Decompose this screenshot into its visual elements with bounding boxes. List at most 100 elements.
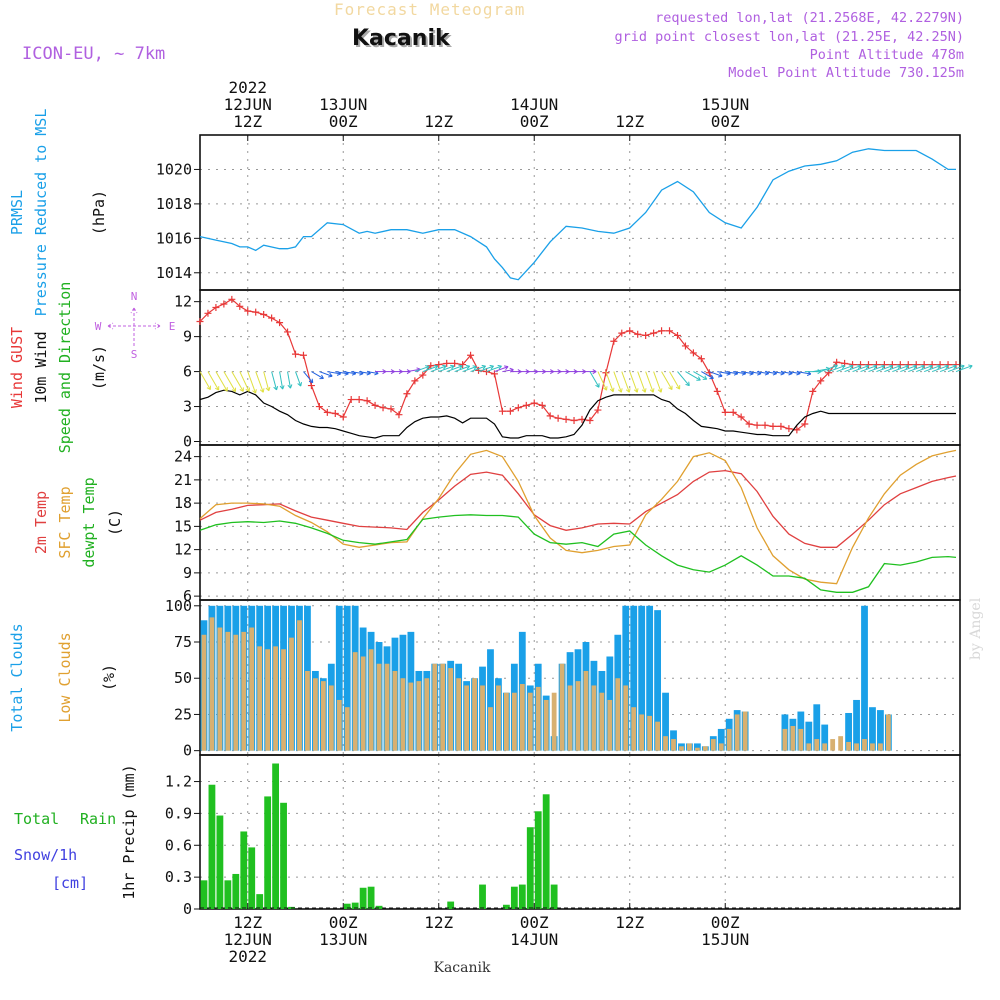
- wind-direction-arrow: [207, 371, 220, 391]
- total-cloud-bar: [654, 610, 661, 751]
- top-time-label: 00Z: [520, 112, 549, 131]
- low-cloud-bar: [209, 617, 215, 751]
- low-cloud-bar: [241, 631, 247, 751]
- wind-arrow-head: [709, 374, 714, 380]
- low-cloud-bar: [806, 743, 812, 751]
- low-cloud-bar: [782, 728, 788, 751]
- rain-bar: [510, 886, 518, 909]
- gust-marker: [634, 330, 642, 338]
- label-cm: [cm]: [52, 874, 88, 892]
- wind-direction-arrow: [661, 371, 673, 390]
- gust-marker: [904, 361, 912, 369]
- gust-marker: [658, 327, 666, 335]
- wind-arrow-head: [450, 364, 455, 370]
- wind-direction-arrow: [836, 365, 853, 373]
- low-cloud-bar: [336, 699, 342, 751]
- gust-marker: [395, 411, 403, 419]
- wind-direction-arrow: [502, 369, 514, 373]
- label-precip-mm: 1hr Precip (mm): [120, 764, 138, 899]
- low-cloud-bar: [297, 620, 302, 751]
- wind-arrow-head: [848, 364, 854, 370]
- total-cloud-bar: [845, 712, 852, 751]
- gust-marker: [355, 396, 363, 404]
- y-tick-label: 9: [183, 564, 192, 582]
- low-cloud-bar: [615, 678, 621, 751]
- rain-bar: [375, 905, 383, 909]
- wind-arrow-head: [489, 364, 494, 370]
- wind-direction-arrow: [351, 371, 364, 375]
- panel-frame: [199, 289, 961, 446]
- rain-bar: [542, 794, 550, 909]
- gust-marker: [506, 407, 514, 415]
- gust-marker: [387, 405, 395, 413]
- gust-marker: [912, 361, 920, 369]
- gust-marker: [729, 408, 737, 416]
- gust-marker: [626, 327, 634, 335]
- panel-clouds: 0 25 50 75 100 Total Clouds Low Clouds (%): [8, 597, 961, 760]
- rain-bar: [518, 884, 526, 909]
- y-tick-label: 12: [174, 293, 192, 311]
- wind-arrow-head: [287, 384, 293, 389]
- gust-marker: [435, 361, 443, 369]
- top-time-label: 14JUN: [510, 95, 558, 114]
- gust-marker: [833, 358, 841, 366]
- wind-direction-arrow: [470, 365, 486, 373]
- gust-marker: [801, 420, 809, 428]
- low-cloud-bar: [511, 692, 517, 751]
- bottom-time-label: 00Z: [329, 913, 358, 932]
- gust-marker: [689, 349, 697, 357]
- y-tick-label: 0: [183, 900, 192, 918]
- y-tick-label: 100: [165, 597, 192, 615]
- gust-marker: [817, 377, 825, 385]
- wind-arrow-head: [442, 364, 447, 370]
- gust-marker: [936, 361, 944, 369]
- wind-arrow-head: [685, 381, 690, 387]
- wind-direction-arrow: [852, 365, 869, 373]
- wind-arrow-head: [595, 383, 600, 388]
- gust-marker: [212, 303, 220, 311]
- wind-direction-arrow: [741, 371, 754, 375]
- label-snow-1h: Snow/1h: [14, 846, 77, 864]
- low-cloud-bar: [519, 684, 525, 751]
- low-cloud-bar: [249, 627, 255, 751]
- wind-direction-arrow: [939, 365, 957, 373]
- y-tick-label: 75: [174, 633, 192, 651]
- low-cloud-bar: [289, 637, 294, 751]
- bottom-time-label: 12JUN: [224, 930, 272, 949]
- low-cloud-bar: [710, 739, 716, 751]
- requested-coordinates: requested lon,lat (21.2568E, 42.2279N): [655, 10, 964, 26]
- low-cloud-bar: [281, 649, 286, 751]
- gust-marker: [220, 300, 228, 308]
- wind-direction-arrow: [924, 365, 941, 373]
- series-line-10m-wind: [199, 389, 956, 439]
- wind-direction-arrow: [669, 371, 681, 390]
- wind-arrow-head: [856, 364, 862, 370]
- y-tick-label: 6: [183, 363, 192, 381]
- gust-marker: [538, 401, 546, 409]
- total-cloud-bar: [869, 707, 876, 751]
- wind-arrow-head: [696, 376, 701, 381]
- wind-arrow-head: [609, 387, 615, 393]
- wind-direction-arrow: [279, 371, 284, 390]
- bottom-time-label: 12Z: [424, 913, 453, 932]
- wind-arrow-head: [668, 385, 673, 391]
- wind-direction-arrow: [916, 365, 933, 373]
- wind-direction-arrow: [367, 371, 379, 375]
- gust-marker: [618, 329, 626, 337]
- low-cloud-bar: [472, 678, 477, 751]
- rain-bar: [359, 887, 367, 909]
- low-cloud-bar: [718, 743, 724, 751]
- wind-arrow-head: [214, 386, 220, 391]
- rain-bar: [216, 815, 224, 909]
- gust-marker: [411, 377, 419, 385]
- wind-direction-arrow: [693, 371, 707, 380]
- gust-marker: [849, 361, 857, 369]
- compass-west: W: [95, 320, 102, 333]
- label-hpa: (hPa): [90, 190, 108, 235]
- wind-direction-arrow: [287, 371, 291, 389]
- top-time-label: 2022: [228, 78, 267, 97]
- label-wind-gust: Wind GUST: [8, 327, 26, 408]
- label-low-clouds: Low Clouds: [56, 632, 74, 722]
- low-cloud-bar: [360, 656, 366, 751]
- wind-direction-arrow: [359, 371, 371, 375]
